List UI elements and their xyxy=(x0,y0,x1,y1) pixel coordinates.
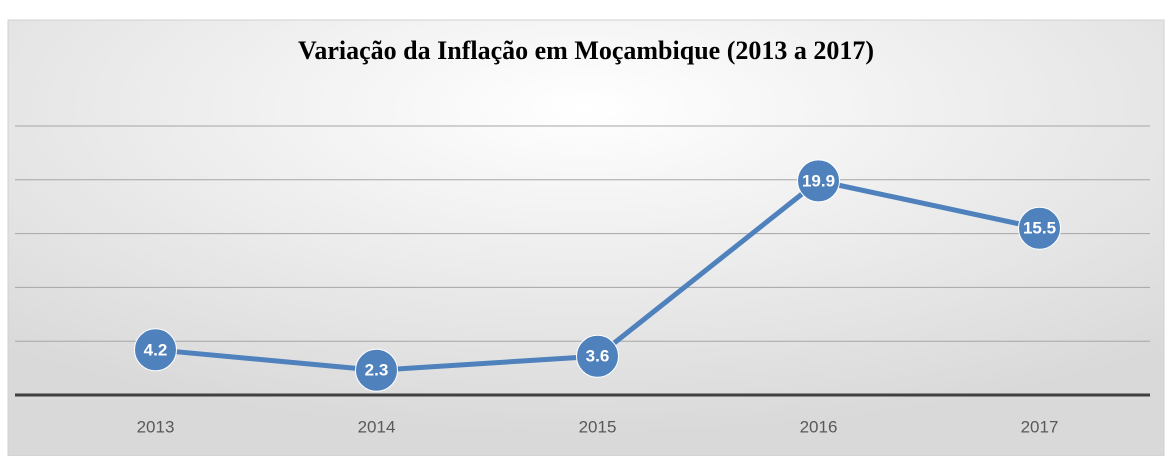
data-label: 2.3 xyxy=(365,361,389,380)
x-tick-label: 2014 xyxy=(358,417,396,436)
x-tick-label: 2013 xyxy=(137,417,175,436)
data-label: 15.5 xyxy=(1023,219,1056,238)
marker xyxy=(134,328,177,372)
data-label: 3.6 xyxy=(586,347,610,366)
marker xyxy=(797,159,840,203)
marker xyxy=(576,334,619,378)
marker xyxy=(1018,206,1061,250)
x-tick-label: 2016 xyxy=(800,417,838,436)
data-label: 19.9 xyxy=(802,171,835,190)
x-tick-label: 2015 xyxy=(579,417,617,436)
data-label: 4.2 xyxy=(144,340,168,359)
x-tick-label: 2017 xyxy=(1021,417,1059,436)
marker xyxy=(355,348,398,392)
chart-title: Variação da Inflação em Moçambique (2013… xyxy=(298,36,874,65)
chart-area xyxy=(7,19,1165,456)
